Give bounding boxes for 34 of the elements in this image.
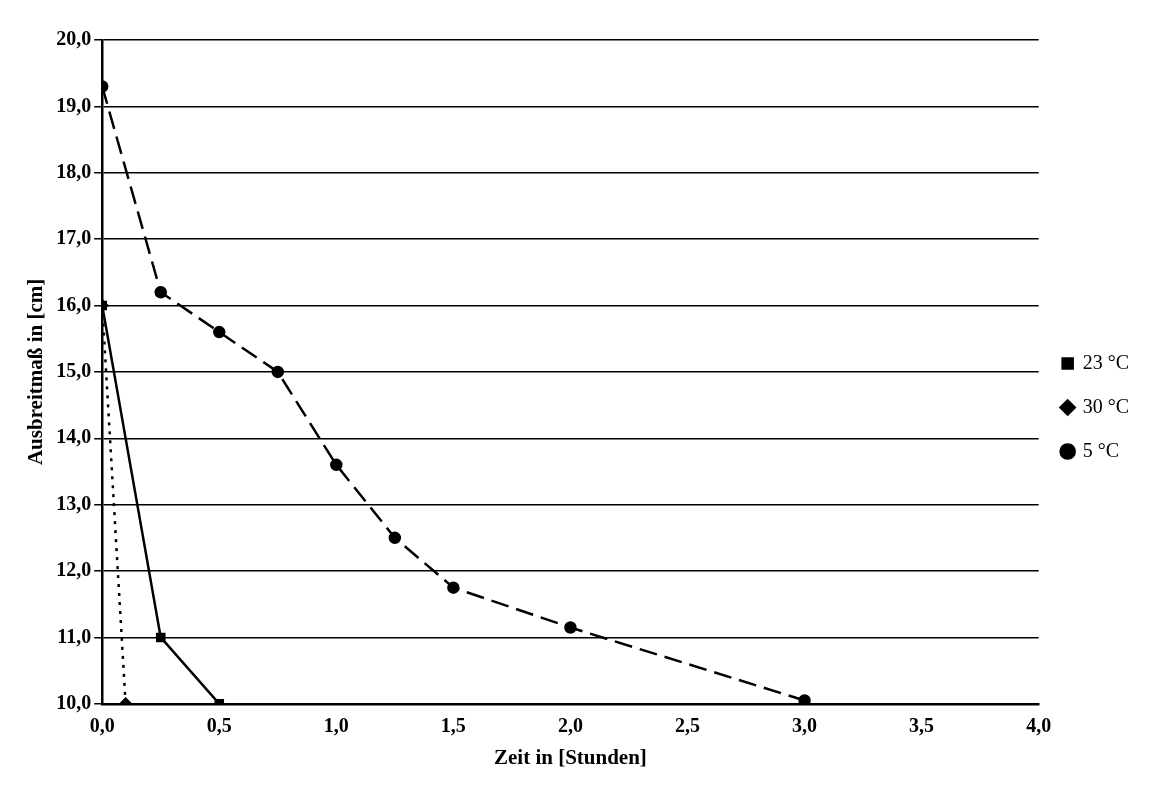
- point: [447, 581, 460, 594]
- x-tick-label: 3,0: [792, 713, 818, 736]
- y-tick-label: 20,0: [56, 27, 92, 50]
- x-tick-label: 3,5: [909, 713, 935, 736]
- x-tick-label: 1,5: [440, 713, 466, 736]
- y-tick-label: 11,0: [57, 624, 92, 647]
- x-tick-label: 1,0: [323, 713, 349, 736]
- point: [388, 531, 402, 545]
- x-tick-label: 0,0: [89, 713, 115, 736]
- y-tick-label: 16,0: [56, 292, 92, 315]
- x-tick-label: 0,5: [206, 713, 232, 736]
- point: [155, 632, 166, 643]
- legend-label: 30 °C: [1082, 394, 1130, 417]
- y-tick-label: 10,0: [56, 690, 92, 713]
- legend-label: 23 °C: [1082, 350, 1130, 373]
- x-axis-title: Zeit in [Stunden]: [493, 744, 647, 769]
- point: [213, 325, 226, 339]
- point: [564, 621, 577, 634]
- point: [330, 458, 343, 472]
- y-tick-label: 18,0: [56, 159, 92, 182]
- y-tick-label: 14,0: [56, 425, 92, 448]
- y-tick-label: 17,0: [56, 226, 92, 249]
- y-tick-label: 12,0: [56, 558, 92, 581]
- point: [798, 694, 811, 704]
- y-axis-title: Ausbreitmaß in [cm]: [23, 278, 48, 466]
- legend-label: 5 °C: [1082, 438, 1120, 461]
- y-tick-label: 15,0: [56, 359, 92, 382]
- x-tick-label: 4,0: [1026, 713, 1052, 736]
- x-tick-label: 2,0: [557, 713, 583, 736]
- x-tick-label: 2,5: [674, 713, 700, 736]
- y-tick-label: 19,0: [56, 93, 92, 116]
- point: [154, 285, 167, 299]
- point: [271, 365, 285, 379]
- y-tick-label: 13,0: [56, 491, 92, 514]
